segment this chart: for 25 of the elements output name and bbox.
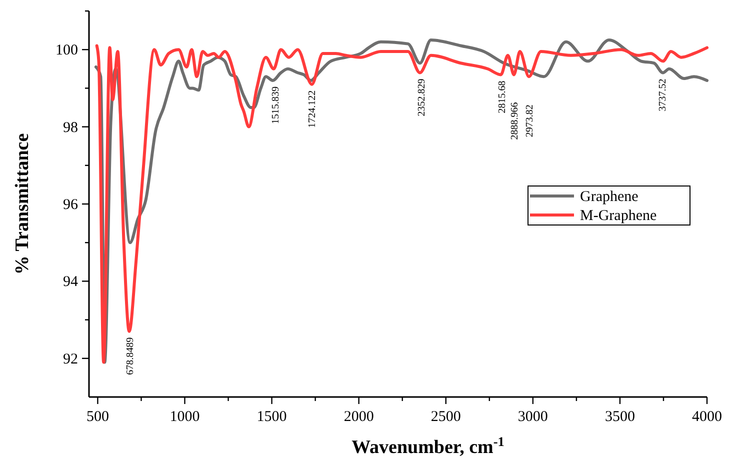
y-tick-label: 100 [56,42,78,59]
annotation: 678.8489 [124,337,136,375]
y-tick-label: 98 [63,120,78,136]
x-tick-label: 4000 [692,409,722,425]
y-tick-label: 94 [63,274,78,290]
y-tick-label: 92 [63,351,78,368]
annotation: 2815.68 [496,80,508,114]
x-tick-label: 2000 [344,409,374,425]
annotation: 1515.839 [270,86,282,124]
annotation: 2973.82 [524,104,536,138]
y-axis-title: % Transmittance [12,133,33,275]
legend-label: Graphene [580,189,639,205]
x-tick-label: 1000 [170,409,200,425]
x-tick-label: 500 [86,409,109,425]
x-tick-label: 1500 [256,409,287,425]
annotation: 2888.966 [510,102,521,140]
legend-label: M-Graphene [580,208,657,224]
x-tick-label: 2500 [430,409,461,425]
annotation: 2352.829 [416,78,428,116]
annotation: 3737.52 [657,78,668,112]
x-axis-title: Wavenumber, cm$^{-1}$ [352,434,504,458]
x-tick-label: 3000 [518,409,548,425]
x-tick-label: 3500 [604,409,635,425]
annotation: 1724.122 [306,90,318,128]
y-tick-label: 96 [63,197,78,213]
